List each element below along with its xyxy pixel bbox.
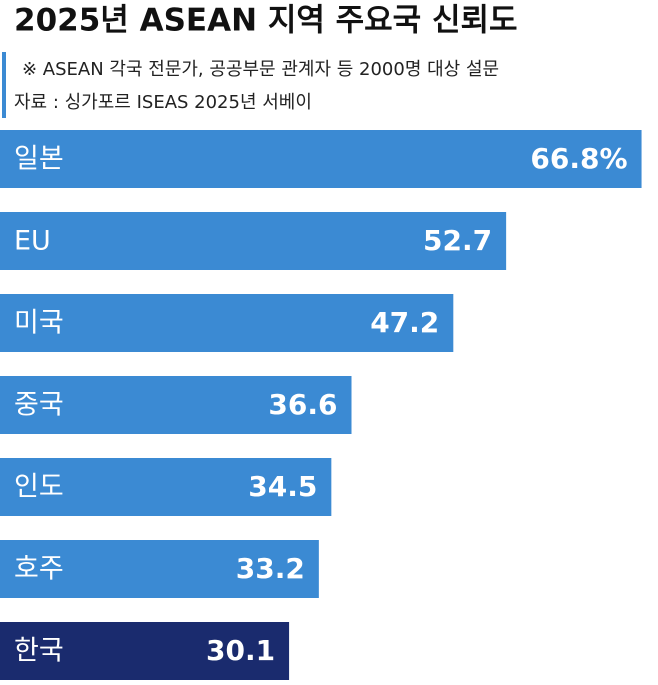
value-label: 52.7 — [423, 224, 492, 257]
bar — [0, 212, 507, 270]
bar — [0, 294, 454, 352]
category-label: 인도 — [14, 472, 64, 503]
accent-line — [2, 52, 6, 118]
bar — [0, 622, 290, 680]
category-label: 호주 — [14, 554, 64, 585]
value-label: 47.2 — [370, 306, 439, 339]
bar — [0, 376, 352, 434]
category-label: EU — [14, 226, 51, 257]
bar — [0, 458, 332, 516]
category-label: 한국 — [14, 636, 64, 667]
chart-source: 자료 : 싱가포르 ISEAS 2025년 서베이 — [14, 92, 312, 113]
bar — [0, 540, 319, 598]
value-label: 66.8% — [530, 142, 627, 175]
bar — [0, 130, 642, 188]
category-label: 중국 — [14, 390, 64, 421]
value-label: 36.6 — [268, 388, 337, 421]
category-label: 미국 — [14, 308, 64, 339]
category-label: 일본 — [14, 144, 64, 175]
value-label: 30.1 — [206, 634, 275, 667]
chart-title: 2025년 ASEAN 지역 주요국 신뢰도 — [14, 3, 518, 39]
value-label: 33.2 — [236, 552, 305, 585]
chart-subtitle: ※ ASEAN 각국 전문가, 공공부문 관계자 등 2000명 대상 설문 — [22, 59, 499, 80]
value-label: 34.5 — [248, 470, 317, 503]
